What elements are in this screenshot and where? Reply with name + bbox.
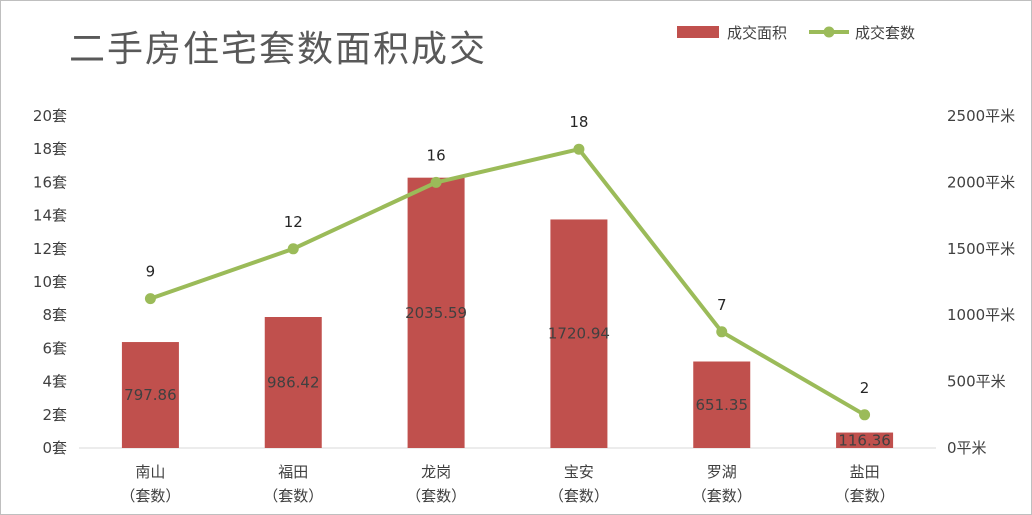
x-category-sublabel: （套数） bbox=[692, 487, 752, 505]
count-point bbox=[716, 326, 728, 338]
y-right-tick-label: 2000平米 bbox=[947, 173, 1015, 191]
count-point bbox=[144, 293, 156, 305]
bar-series: 797.86 986.42 2035.59 1720.94 651.35 116.36 bbox=[121, 177, 894, 449]
count-line bbox=[149, 147, 866, 417]
x-category-sublabel: （套数） bbox=[406, 487, 466, 505]
x-category-sublabel: （套数） bbox=[120, 487, 180, 505]
count-value-label: 18 bbox=[569, 113, 588, 131]
bar-value-label: 797.86 bbox=[124, 386, 177, 404]
y-left-tick-label: 0套 bbox=[42, 439, 67, 457]
y-right-tick-label: 500平米 bbox=[947, 373, 1006, 391]
bar-area bbox=[836, 432, 894, 448]
y-left-tick-label: 18套 bbox=[33, 140, 67, 158]
bar-area bbox=[264, 317, 322, 448]
count-value-label: 2 bbox=[860, 379, 870, 397]
x-category-label: 罗湖 bbox=[707, 463, 737, 481]
bar-value-label: 2035.59 bbox=[405, 304, 467, 322]
y-left-tick-label: 10套 bbox=[33, 273, 67, 291]
y-left-tick-label: 4套 bbox=[42, 373, 67, 391]
count-point bbox=[573, 143, 585, 155]
x-category-label: 南山 bbox=[135, 463, 165, 481]
legend-swatch-area bbox=[677, 26, 719, 38]
bar-area bbox=[693, 361, 751, 448]
y-right-tick-label: 0平米 bbox=[947, 439, 987, 457]
count-value-label: 9 bbox=[146, 263, 156, 281]
bar-value-label: 986.42 bbox=[267, 374, 320, 392]
y-left-tick-label: 14套 bbox=[33, 207, 67, 225]
count-point bbox=[287, 243, 299, 255]
y-left-tick-label: 20套 bbox=[33, 107, 67, 125]
y-left-tick-label: 6套 bbox=[42, 339, 67, 357]
count-value-label: 7 bbox=[717, 296, 727, 314]
y-right-tick-label: 1500平米 bbox=[947, 240, 1015, 258]
count-point bbox=[430, 176, 442, 188]
x-category-label: 盐田 bbox=[850, 463, 880, 481]
legend: 成交面积 成交套数 bbox=[677, 24, 915, 42]
x-category-label: 宝安 bbox=[564, 463, 594, 481]
x-category-label: 龙岗 bbox=[421, 463, 451, 481]
count-value-label: 12 bbox=[284, 213, 303, 231]
line-series: 9 12 16 18 7 2 bbox=[144, 113, 871, 421]
y-left-tick-label: 16套 bbox=[33, 173, 67, 191]
x-category-sublabel: （套数） bbox=[549, 487, 609, 505]
x-category-sublabel: （套数） bbox=[835, 487, 895, 505]
legend-label-area: 成交面积 bbox=[727, 24, 787, 42]
legend-label-count: 成交套数 bbox=[855, 24, 915, 42]
y-left-tick-label: 2套 bbox=[42, 406, 67, 424]
bar-value-label: 1720.94 bbox=[548, 325, 610, 343]
bar-area bbox=[407, 177, 465, 448]
y-right-tick-label: 1000平米 bbox=[947, 306, 1015, 324]
count-point bbox=[859, 409, 871, 421]
bar-area bbox=[550, 219, 608, 448]
y-axis-left: 0套 2套 4套 6套 8套 10套 12套 14套 16套 18套 20套 bbox=[33, 107, 67, 457]
bar-value-label: 651.35 bbox=[696, 396, 749, 414]
x-axis-labels: 南山 （套数） 福田 （套数） 龙岗 （套数） 宝安 （套数） 罗湖 （套数） 盐田 （套数） bbox=[120, 463, 894, 505]
y-left-tick-label: 12套 bbox=[33, 240, 67, 258]
x-category-sublabel: （套数） bbox=[263, 487, 323, 505]
x-category-label: 福田 bbox=[278, 463, 308, 481]
y-axis-right: 0平米 500平米 1000平米 1500平米 2000平米 2500平米 bbox=[947, 107, 1015, 457]
bar-value-label: 116.36 bbox=[838, 431, 891, 449]
y-right-tick-label: 2500平米 bbox=[947, 107, 1015, 125]
legend-marker-count bbox=[823, 26, 835, 38]
y-left-tick-label: 8套 bbox=[42, 306, 67, 324]
bar-area bbox=[121, 342, 179, 448]
count-value-label: 16 bbox=[427, 146, 446, 164]
chart-title: 二手房住宅套数面积成交 bbox=[69, 29, 487, 70]
